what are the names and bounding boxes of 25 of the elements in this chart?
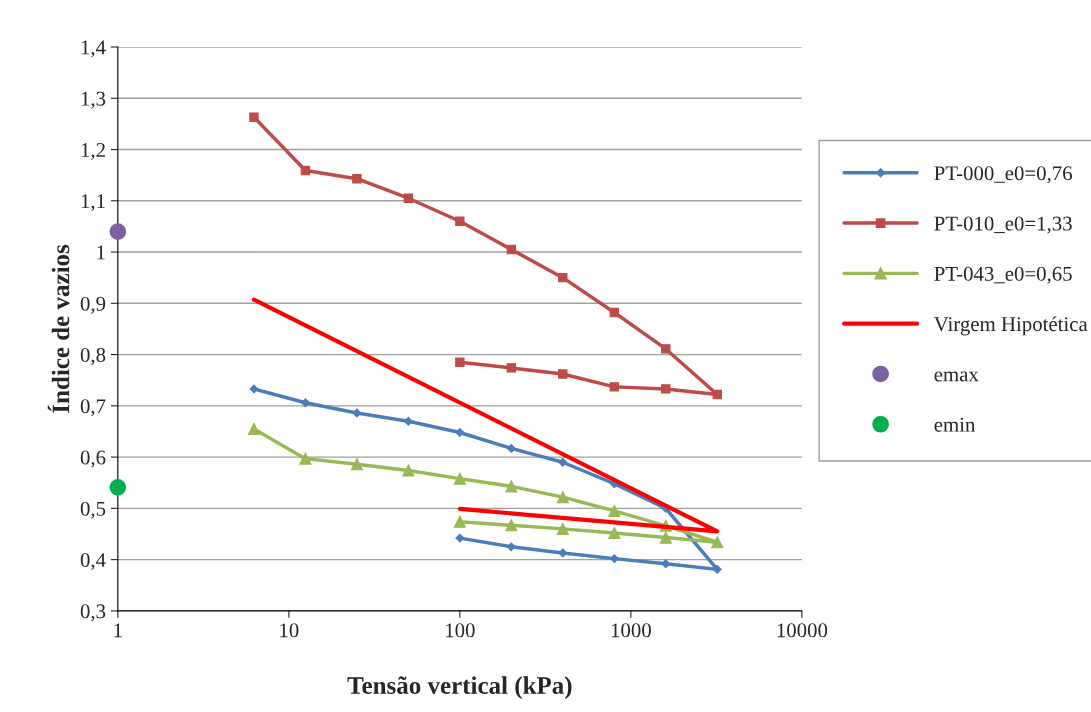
legend-label: PT-043_e0=0,65 [934, 266, 1072, 284]
x-tick-label: 10 [280, 623, 299, 638]
y-tick-label: 1,2 [81, 142, 105, 160]
y-axis-title: Índice de vazios [47, 244, 70, 413]
y-tick-label: 0,3 [80, 604, 106, 622]
y-tick-label: 1 [97, 245, 105, 260]
x-tick-label: 10000 [777, 623, 828, 638]
x-tick-label: 1000 [611, 623, 651, 638]
legend-label: emin [934, 417, 976, 432]
y-tick-label: 0,5 [80, 501, 106, 519]
y-tick-label: 0,4 [80, 553, 106, 571]
x-axis-title: Tensão vertical (kPa) [347, 676, 572, 700]
y-tick-label: 0,7 [80, 399, 106, 417]
x-tick-label: 1 [114, 623, 122, 638]
x-tick-label: 100 [446, 623, 475, 638]
legend-label: emax [934, 371, 979, 382]
y-tick-label: 1,3 [81, 91, 106, 109]
y-tick-label: 0,6 [80, 450, 106, 468]
legend-label: PT-010_e0=1,33 [934, 216, 1072, 234]
y-tick-label: 1,4 [81, 40, 106, 58]
y-tick-label: 1,1 [81, 194, 105, 212]
y-tick-label: 0,9 [80, 296, 106, 314]
legend-label: PT-000_e0=0,76 [934, 166, 1072, 184]
legend-label: Virgem Hipotética [933, 316, 1088, 336]
y-tick-label: 0,8 [80, 347, 106, 366]
